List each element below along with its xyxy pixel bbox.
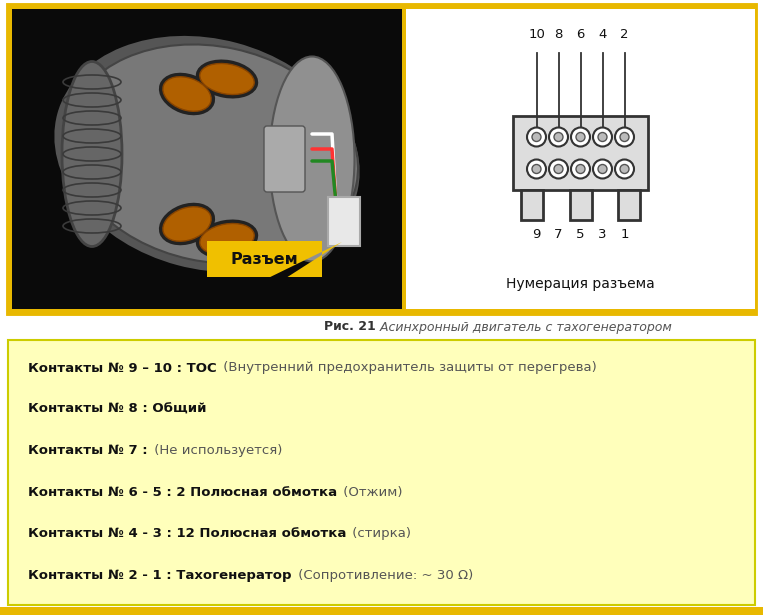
Text: Разъем: Разъем xyxy=(230,252,298,266)
Ellipse shape xyxy=(163,77,211,111)
Text: 10: 10 xyxy=(528,28,545,41)
Text: Контакты № 8 : Общий: Контакты № 8 : Общий xyxy=(28,403,207,416)
Circle shape xyxy=(554,132,563,141)
FancyBboxPatch shape xyxy=(12,9,402,309)
Circle shape xyxy=(527,159,546,178)
Polygon shape xyxy=(207,241,342,277)
Text: Контакты № 2 - 1 : Тахогенератор: Контакты № 2 - 1 : Тахогенератор xyxy=(28,568,291,582)
Circle shape xyxy=(576,132,585,141)
FancyBboxPatch shape xyxy=(406,9,755,309)
FancyBboxPatch shape xyxy=(618,189,640,220)
Ellipse shape xyxy=(196,60,258,98)
Ellipse shape xyxy=(196,220,258,258)
Circle shape xyxy=(593,127,612,146)
Circle shape xyxy=(549,127,568,146)
FancyBboxPatch shape xyxy=(513,116,648,189)
Circle shape xyxy=(598,164,607,173)
Text: (Сопротивление: ~ 30 Ω): (Сопротивление: ~ 30 Ω) xyxy=(294,568,473,582)
FancyBboxPatch shape xyxy=(569,189,591,220)
Text: Контакты № 9 – 10 : ТОС: Контакты № 9 – 10 : ТОС xyxy=(28,362,217,375)
Ellipse shape xyxy=(163,207,211,241)
Circle shape xyxy=(598,132,607,141)
Circle shape xyxy=(576,164,585,173)
Text: Нумерация разъема: Нумерация разъема xyxy=(506,277,655,291)
FancyBboxPatch shape xyxy=(521,189,543,220)
Circle shape xyxy=(571,159,590,178)
Circle shape xyxy=(620,164,629,173)
Text: Контакты № 4 - 3 : 12 Полюсная обмотка: Контакты № 4 - 3 : 12 Полюсная обмотка xyxy=(28,527,346,540)
FancyBboxPatch shape xyxy=(8,5,755,313)
Text: 5: 5 xyxy=(576,228,584,240)
Text: Асинхронный двигатель с тахогенератором: Асинхронный двигатель с тахогенератором xyxy=(376,320,671,333)
Ellipse shape xyxy=(159,73,215,115)
Text: (Отжим): (Отжим) xyxy=(339,486,403,499)
Text: Контакты № 6 - 5 : 2 Полюсная обмотка: Контакты № 6 - 5 : 2 Полюсная обмотка xyxy=(28,486,337,499)
Text: 8: 8 xyxy=(554,28,562,41)
Ellipse shape xyxy=(62,62,122,247)
Circle shape xyxy=(554,164,563,173)
Circle shape xyxy=(615,127,634,146)
Text: 4: 4 xyxy=(598,28,607,41)
Ellipse shape xyxy=(200,223,254,255)
FancyBboxPatch shape xyxy=(264,126,305,192)
Ellipse shape xyxy=(200,63,254,95)
Text: (Не используется): (Не используется) xyxy=(150,444,282,458)
Ellipse shape xyxy=(269,57,355,261)
Circle shape xyxy=(615,159,634,178)
Text: (Внутренний предохранитель защиты от перегрева): (Внутренний предохранитель защиты от пер… xyxy=(219,362,597,375)
Text: 6: 6 xyxy=(576,28,584,41)
Circle shape xyxy=(549,159,568,178)
Circle shape xyxy=(593,159,612,178)
Ellipse shape xyxy=(54,36,359,272)
Circle shape xyxy=(620,132,629,141)
Text: 3: 3 xyxy=(598,228,607,240)
Text: Рис. 21: Рис. 21 xyxy=(324,320,376,333)
FancyBboxPatch shape xyxy=(328,197,360,246)
Ellipse shape xyxy=(159,203,215,245)
Circle shape xyxy=(527,127,546,146)
FancyBboxPatch shape xyxy=(0,607,763,615)
Text: (стирка): (стирка) xyxy=(349,527,411,540)
Text: 1: 1 xyxy=(620,228,629,240)
Circle shape xyxy=(532,164,541,173)
Text: Контакты № 7 :: Контакты № 7 : xyxy=(28,444,147,458)
Circle shape xyxy=(571,127,590,146)
FancyBboxPatch shape xyxy=(8,340,755,605)
Text: 7: 7 xyxy=(554,228,563,240)
Text: 2: 2 xyxy=(620,28,629,41)
Circle shape xyxy=(532,132,541,141)
Text: 9: 9 xyxy=(533,228,541,240)
Ellipse shape xyxy=(66,44,358,264)
